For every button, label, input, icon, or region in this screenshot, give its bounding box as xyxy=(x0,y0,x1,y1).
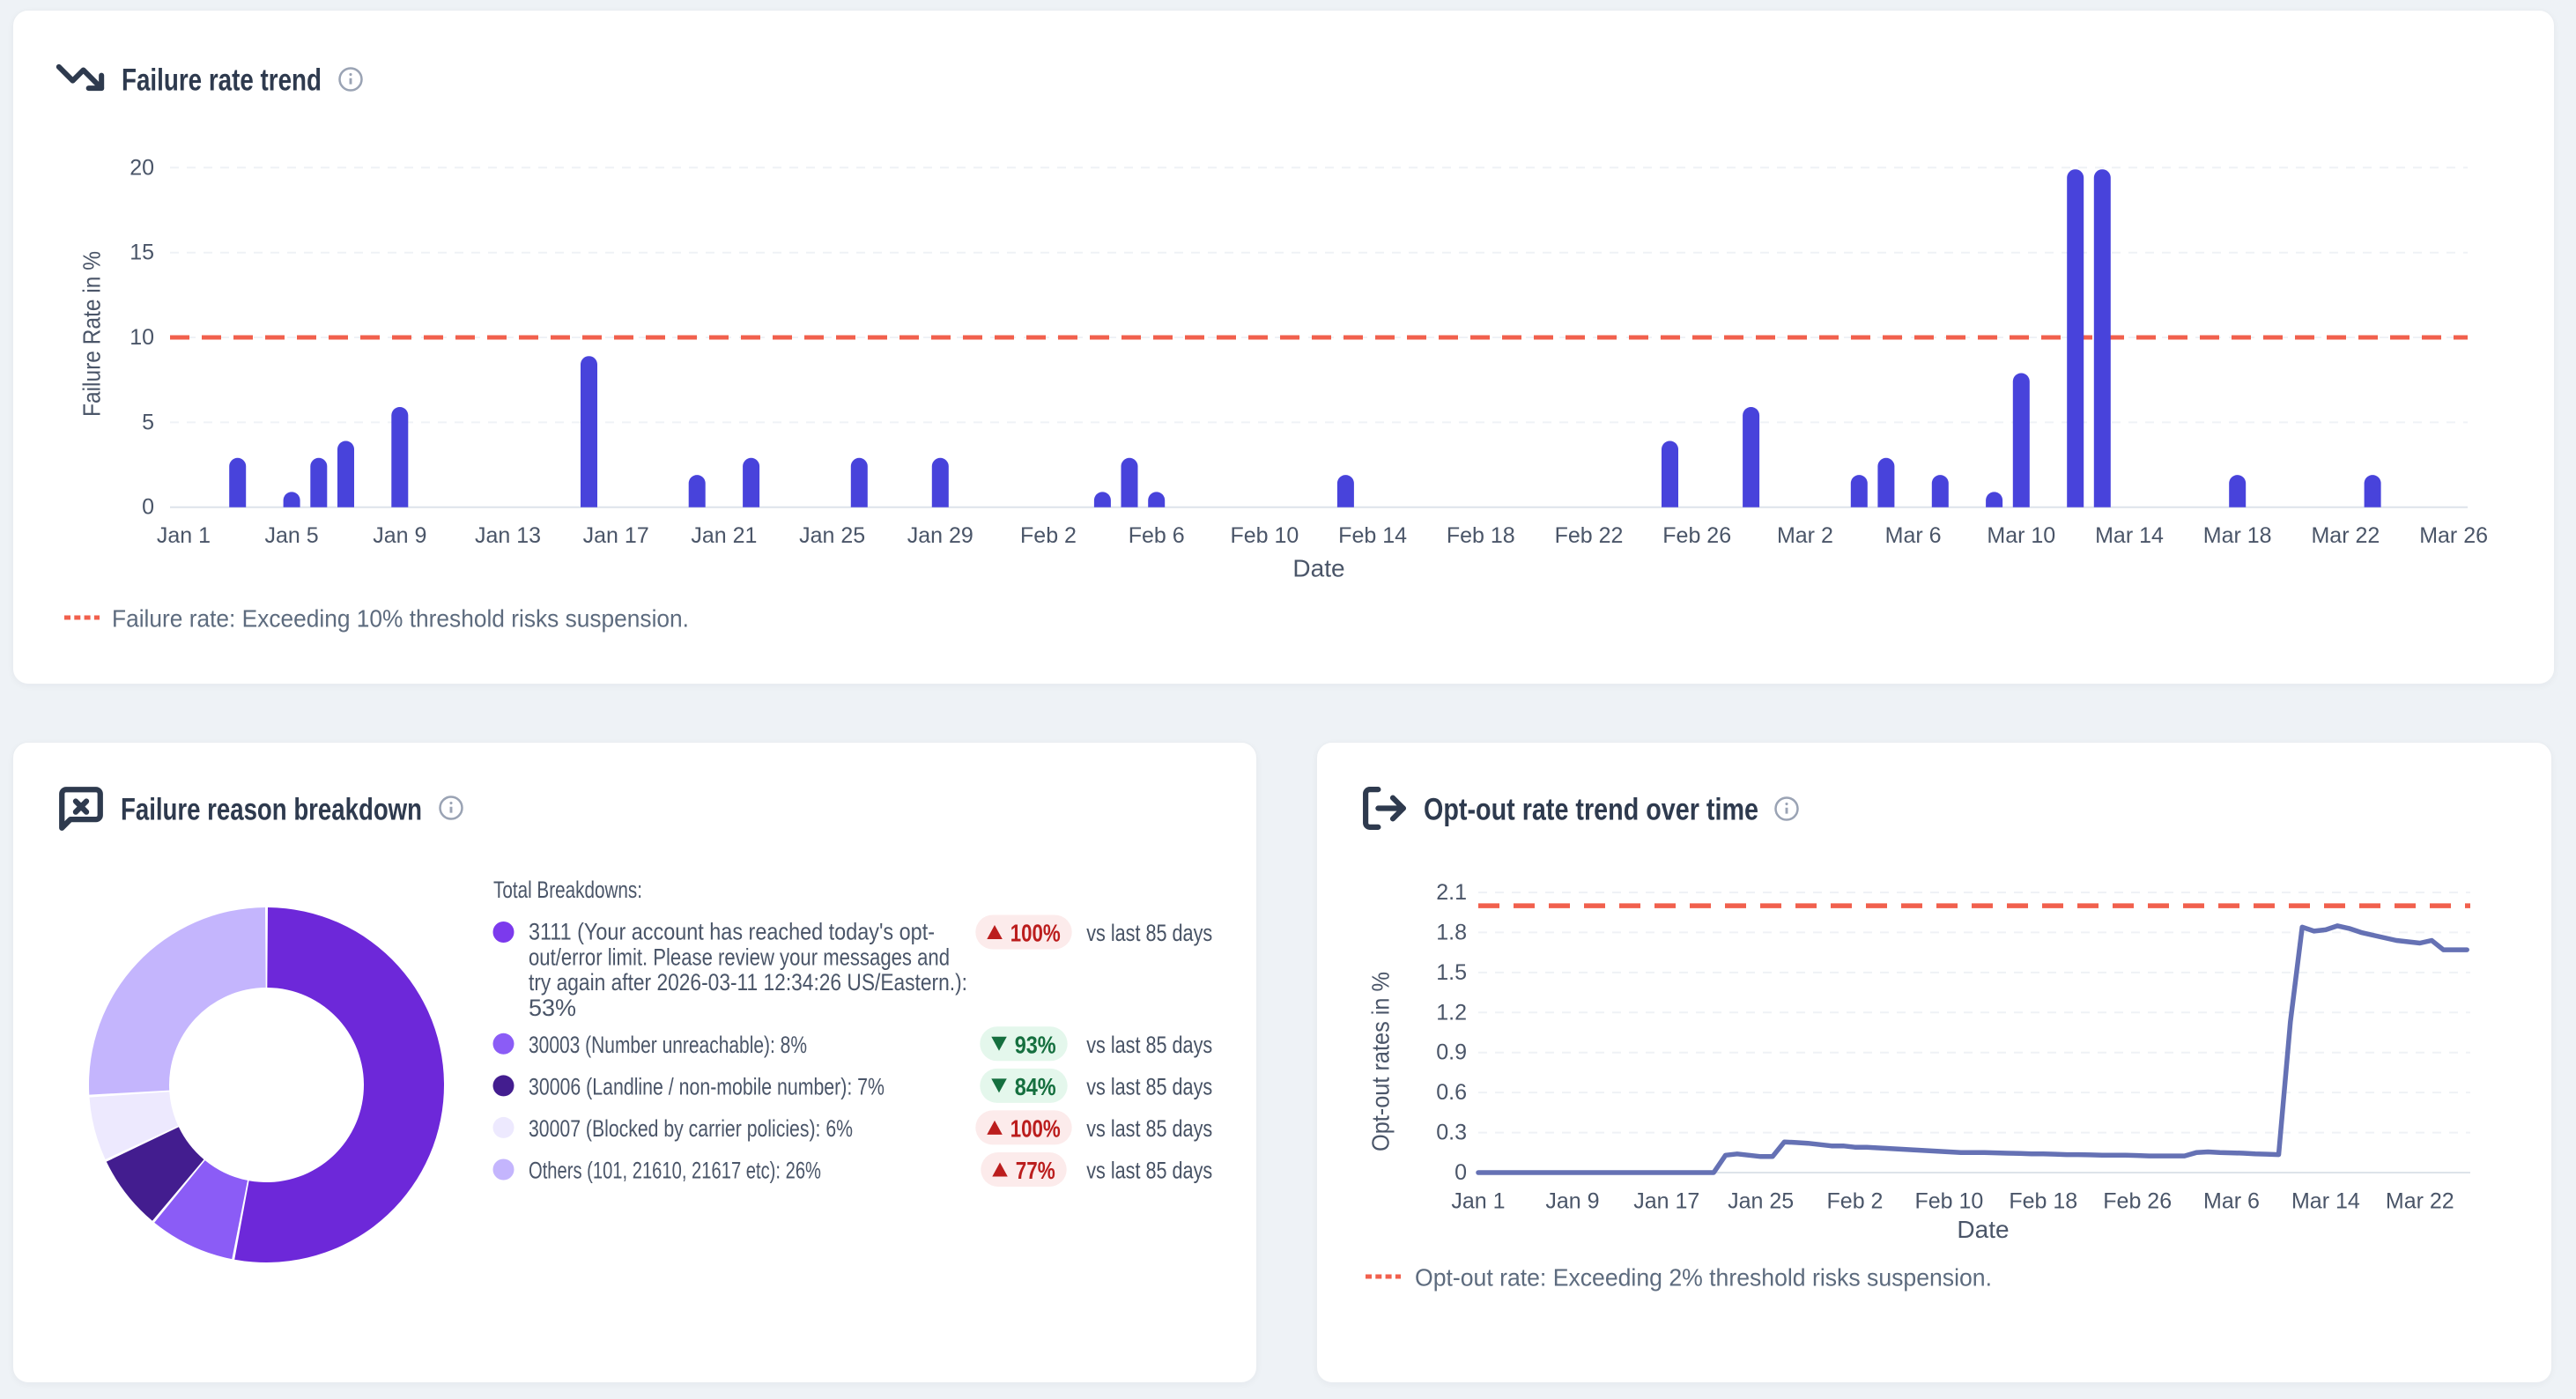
svg-text:Feb 6: Feb 6 xyxy=(1129,523,1185,548)
svg-text:try again after 2026-03-11 12:: try again after 2026-03-11 12:34:26 US/E… xyxy=(529,969,967,996)
svg-text:vs last 85 days: vs last 85 days xyxy=(1086,1073,1212,1099)
svg-text:1.5: 1.5 xyxy=(1436,960,1467,985)
svg-text:Jan 5: Jan 5 xyxy=(265,523,319,548)
svg-text:Jan 17: Jan 17 xyxy=(1633,1189,1699,1214)
svg-text:Jan 13: Jan 13 xyxy=(475,523,541,548)
svg-text:Mar 14: Mar 14 xyxy=(2095,523,2164,548)
svg-text:Opt-out rate: Exceeding 2% thr: Opt-out rate: Exceeding 2% threshold ris… xyxy=(1415,1264,1992,1292)
svg-text:Feb 26: Feb 26 xyxy=(2103,1189,2172,1214)
svg-text:Others (101, 21610, 21617 etc): Others (101, 21610, 21617 etc): 26% xyxy=(529,1158,821,1184)
svg-text:30007 (Blocked by carrier poli: 30007 (Blocked by carrier policies): 6% xyxy=(529,1115,853,1142)
svg-text:Jan 1: Jan 1 xyxy=(157,523,211,548)
svg-text:Mar 10: Mar 10 xyxy=(1987,523,2055,548)
svg-text:Mar 6: Mar 6 xyxy=(1885,523,1942,548)
svg-text:30006 (Landline / non-mobile n: 30006 (Landline / non-mobile number): 7% xyxy=(529,1073,885,1099)
svg-text:Jan 1: Jan 1 xyxy=(1451,1189,1505,1214)
svg-text:Mar 22: Mar 22 xyxy=(2311,523,2380,548)
svg-text:Failure rate trend: Failure rate trend xyxy=(122,63,322,98)
svg-text:Feb 2: Feb 2 xyxy=(1827,1189,1884,1214)
svg-text:3111 (Your account has reached: 3111 (Your account has reached today's o… xyxy=(529,919,935,945)
svg-text:Jan 9: Jan 9 xyxy=(373,523,426,548)
svg-text:30003 (Number unreachable): 8%: 30003 (Number unreachable): 8% xyxy=(529,1032,807,1058)
svg-text:100%: 100% xyxy=(1010,920,1061,947)
svg-text:0.3: 0.3 xyxy=(1436,1121,1467,1145)
svg-text:Feb 18: Feb 18 xyxy=(2009,1189,2077,1214)
svg-text:93%: 93% xyxy=(1015,1031,1056,1058)
svg-text:Opt-out rate trend over time: Opt-out rate trend over time xyxy=(1424,793,1758,827)
svg-text:vs last 85 days: vs last 85 days xyxy=(1086,920,1212,946)
svg-text:20: 20 xyxy=(130,155,154,180)
svg-text:Feb 26: Feb 26 xyxy=(1662,523,1731,548)
svg-text:Feb 22: Feb 22 xyxy=(1555,523,1624,548)
svg-text:100%: 100% xyxy=(1010,1114,1061,1142)
svg-text:2.1: 2.1 xyxy=(1436,880,1467,905)
svg-text:Feb 10: Feb 10 xyxy=(1914,1189,1983,1214)
svg-text:Failure reason breakdown: Failure reason breakdown xyxy=(121,793,422,827)
svg-text:Feb 2: Feb 2 xyxy=(1020,523,1077,548)
svg-text:Jan 21: Jan 21 xyxy=(691,523,757,548)
svg-text:Date: Date xyxy=(1292,555,1344,582)
svg-text:5: 5 xyxy=(142,410,154,434)
svg-text:Mar 14: Mar 14 xyxy=(2291,1189,2360,1214)
svg-text:53%: 53% xyxy=(529,995,576,1021)
svg-text:77%: 77% xyxy=(1016,1157,1055,1184)
svg-text:Opt-out rates in %: Opt-out rates in % xyxy=(1367,972,1395,1151)
svg-text:0: 0 xyxy=(1455,1160,1467,1185)
svg-text:10: 10 xyxy=(130,325,154,350)
svg-text:vs last 85 days: vs last 85 days xyxy=(1086,1158,1212,1184)
svg-text:84%: 84% xyxy=(1015,1073,1056,1100)
svg-text:Mar 26: Mar 26 xyxy=(2419,523,2488,548)
svg-text:vs last 85 days: vs last 85 days xyxy=(1086,1115,1212,1142)
svg-text:0.9: 0.9 xyxy=(1436,1040,1467,1065)
svg-text:Total Breakdowns:: Total Breakdowns: xyxy=(493,877,642,903)
svg-text:Mar 2: Mar 2 xyxy=(1777,523,1833,548)
svg-text:Failure rate: Exceeding 10% th: Failure rate: Exceeding 10% threshold ri… xyxy=(112,605,689,633)
svg-text:Feb 14: Feb 14 xyxy=(1338,523,1407,548)
svg-text:Feb 18: Feb 18 xyxy=(1447,523,1515,548)
svg-text:0: 0 xyxy=(142,495,154,520)
svg-text:0.6: 0.6 xyxy=(1436,1080,1467,1105)
svg-text:1.8: 1.8 xyxy=(1436,920,1467,944)
svg-text:Jan 17: Jan 17 xyxy=(583,523,649,548)
svg-text:1.2: 1.2 xyxy=(1436,1000,1467,1025)
svg-text:Jan 25: Jan 25 xyxy=(799,523,865,548)
svg-text:Failure Rate in %: Failure Rate in % xyxy=(78,251,106,417)
svg-text:Feb 10: Feb 10 xyxy=(1230,523,1299,548)
svg-text:15: 15 xyxy=(130,241,154,265)
svg-text:vs last 85 days: vs last 85 days xyxy=(1086,1032,1212,1058)
svg-text:Jan 25: Jan 25 xyxy=(1728,1189,1794,1214)
svg-text:Jan 9: Jan 9 xyxy=(1545,1189,1599,1214)
svg-text:Mar 6: Mar 6 xyxy=(2203,1189,2260,1214)
svg-text:Date: Date xyxy=(1957,1216,2009,1243)
svg-text:out/error limit. Please review: out/error limit. Please review your mess… xyxy=(529,944,950,970)
svg-text:Mar 22: Mar 22 xyxy=(2386,1189,2454,1214)
svg-text:Mar 18: Mar 18 xyxy=(2203,523,2272,548)
svg-text:Jan 29: Jan 29 xyxy=(907,523,973,548)
